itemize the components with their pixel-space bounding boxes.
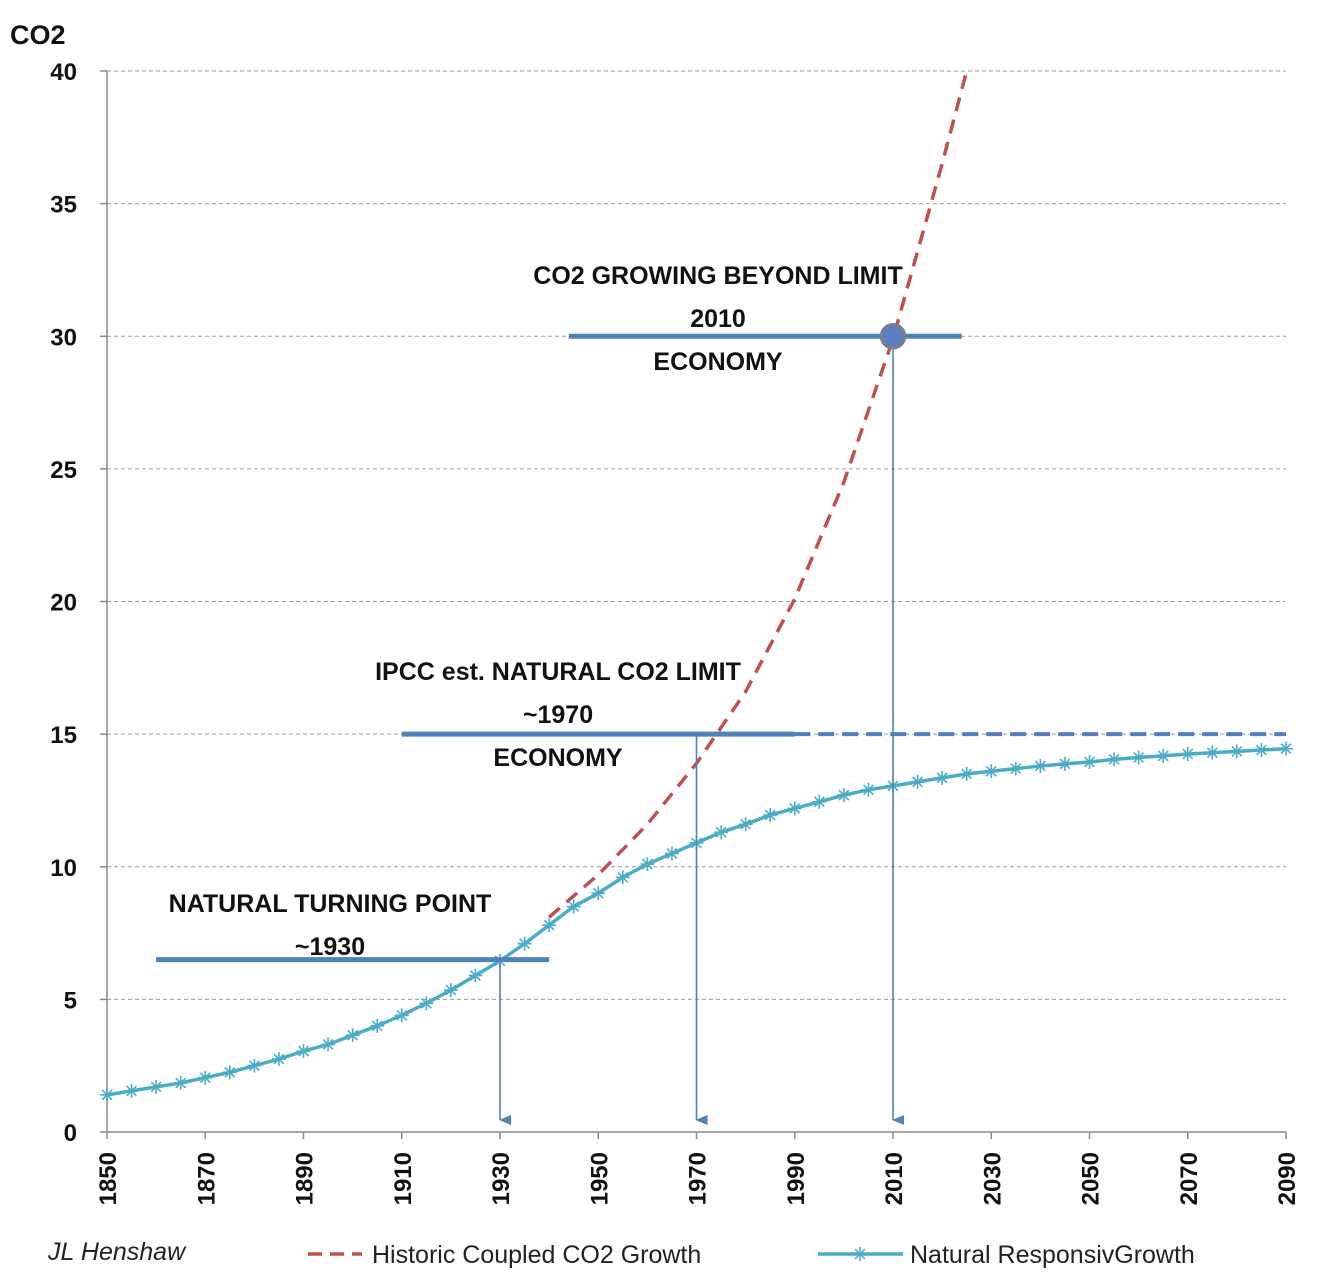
- data-point-natural: [1279, 741, 1293, 756]
- data-point-natural: [517, 936, 532, 951]
- x-tick-label: 2050: [1078, 1152, 1105, 1205]
- data-point-natural: [173, 1075, 188, 1090]
- data-point-natural: [394, 1008, 409, 1023]
- x-tick-label: 2010: [881, 1152, 908, 1205]
- data-point-natural: [296, 1044, 311, 1059]
- y-tick-label: 40: [50, 59, 77, 86]
- data-point-natural: [910, 774, 925, 789]
- y-tick-label: 30: [50, 324, 77, 351]
- data-point-natural: [1057, 756, 1072, 771]
- y-tick-label: 0: [64, 1120, 77, 1147]
- x-tick-label: 1890: [292, 1152, 319, 1205]
- data-point-natural: [443, 983, 458, 998]
- y-tick-label: 20: [50, 590, 77, 617]
- data-point-natural: [149, 1079, 164, 1094]
- data-point-natural: [100, 1087, 114, 1102]
- x-tick-label: 1850: [95, 1152, 122, 1205]
- legend: Historic Coupled CO2 Growth Natural Resp…: [308, 1241, 1195, 1269]
- y-axis-label: CO2: [10, 20, 66, 50]
- data-point-natural: [542, 918, 557, 933]
- data-point-natural: [1205, 745, 1220, 760]
- y-tick-label: 25: [50, 457, 77, 484]
- data-point-natural: [591, 886, 606, 901]
- data-point-natural: [738, 817, 753, 832]
- data-point-natural: [566, 899, 581, 914]
- data-point-natural: [664, 846, 679, 861]
- x-tick-label: 2070: [1176, 1152, 1203, 1205]
- x-tick-label: 1990: [783, 1152, 810, 1205]
- legend-label-historic: Historic Coupled CO2 Growth: [372, 1241, 701, 1269]
- data-point-natural: [1254, 743, 1269, 758]
- y-tick-label: 15: [50, 722, 77, 749]
- data-point-natural: [1180, 747, 1195, 762]
- x-tick-labels: 1850 1870 1890 1910 1930 1950 1970 1990 2010 2030…: [95, 1132, 1301, 1205]
- data-point-natural: [247, 1058, 262, 1073]
- data-point-natural: [321, 1037, 336, 1052]
- data-point-natural: [1131, 750, 1146, 765]
- x-tick-label: 1910: [390, 1152, 417, 1205]
- data-point-natural: [714, 825, 729, 840]
- x-tick-label: 1950: [586, 1152, 613, 1205]
- data-point-natural: [959, 766, 974, 781]
- annotation-label: CO2 GROWING BEYOND LIMIT: [533, 262, 902, 290]
- data-point-natural: [861, 782, 876, 797]
- x-tick-label: 2090: [1274, 1152, 1301, 1205]
- annotation-label: 2010: [690, 305, 746, 333]
- legend-star: [853, 1247, 867, 1261]
- data-point-natural: [935, 770, 950, 785]
- data-point-natural: [787, 801, 802, 816]
- y-tick-labels: 0 5 10 15 20 25 30 35 40: [50, 59, 107, 1147]
- annotation-label: ECONOMY: [653, 348, 783, 376]
- data-point-natural: [468, 968, 483, 983]
- data-point-natural: [615, 870, 630, 885]
- annotation-label: ECONOMY: [493, 744, 623, 772]
- y-tick-label: 5: [64, 987, 77, 1014]
- data-point-natural: [984, 764, 999, 779]
- data-point-natural: [1107, 752, 1122, 767]
- data-point-natural: [370, 1018, 385, 1033]
- data-point-natural: [836, 788, 851, 803]
- legend-marker-natural: [853, 1247, 867, 1261]
- data-point-natural: [763, 808, 778, 823]
- data-point-natural: [419, 996, 434, 1011]
- x-tick-label: 1970: [685, 1152, 712, 1205]
- x-tick-label: 1870: [193, 1152, 220, 1205]
- y-tick-label: 10: [50, 855, 77, 882]
- annotation-label: IPCC est. NATURAL CO2 LIMIT: [375, 658, 741, 686]
- data-point-natural: [345, 1028, 360, 1043]
- data-point-natural: [198, 1070, 213, 1085]
- data-point-natural: [271, 1052, 286, 1067]
- author-credit: JL Henshaw: [47, 1238, 187, 1266]
- data-point-natural: [1008, 761, 1023, 776]
- data-point-natural: [812, 794, 827, 809]
- data-point-natural: [1156, 748, 1171, 763]
- annotation-label: NATURAL TURNING POINT: [169, 890, 492, 918]
- data-point-natural: [1082, 754, 1097, 769]
- data-point-natural: [640, 857, 655, 872]
- series-line-historic: [547, 70, 969, 919]
- data-point-natural: [1033, 758, 1048, 773]
- data-point-natural: [222, 1065, 237, 1080]
- annotations: NATURAL TURNING POINT ~1930 IPCC est. NATU…: [156, 262, 1286, 1125]
- x-tick-label: 2030: [979, 1152, 1006, 1205]
- annotation-label: ~1970: [523, 701, 593, 729]
- y-tick-label: 35: [50, 192, 77, 219]
- highlight-point-2010: [879, 323, 907, 350]
- legend-label-natural: Natural ResponsivGrowth: [910, 1241, 1195, 1269]
- data-point-natural: [1229, 744, 1244, 759]
- x-tick-label: 1930: [488, 1152, 515, 1205]
- data-point-natural: [124, 1083, 139, 1098]
- annotation-label: ~1930: [295, 933, 365, 961]
